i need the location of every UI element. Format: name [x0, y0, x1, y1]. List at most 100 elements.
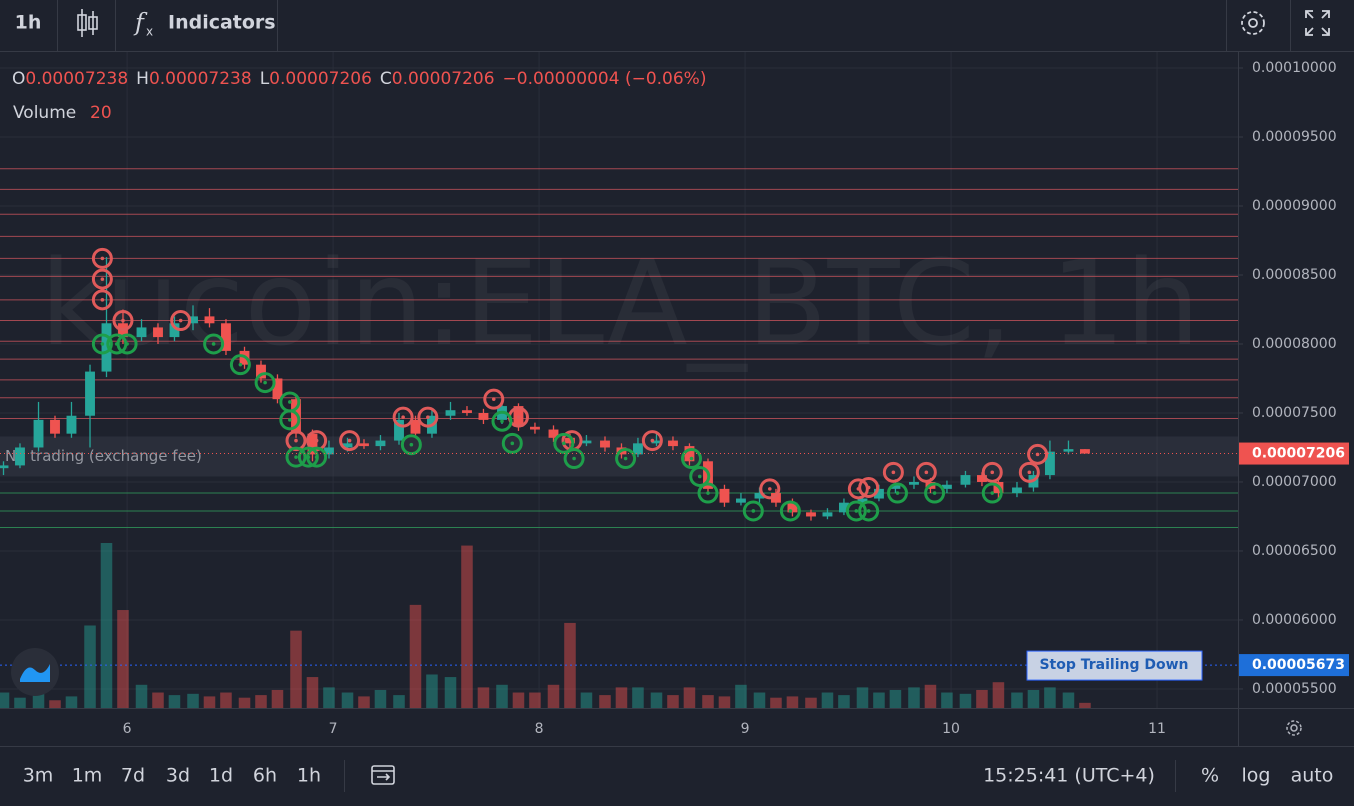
clock: 15:25:41 (UTC+4): [983, 765, 1155, 787]
volume-bar: [203, 696, 216, 708]
volume-bar: [547, 684, 560, 708]
candle-body: [66, 415, 77, 434]
volume-bar: [187, 693, 199, 708]
range-button[interactable]: 1m: [72, 765, 103, 787]
interval-button[interactable]: 1h: [15, 12, 42, 34]
signal-dot: [650, 438, 655, 443]
volume-bar: [117, 610, 129, 708]
percent-toggle[interactable]: %: [1201, 765, 1219, 787]
candle-body: [651, 440, 662, 444]
range-button[interactable]: 7d: [121, 765, 145, 787]
volume-bar: [873, 692, 885, 708]
signal-ring: [689, 465, 711, 487]
indicators-icon-x: x: [146, 25, 153, 39]
signal-dot: [697, 474, 702, 479]
volume-bar: [941, 692, 953, 708]
candle-body: [1063, 449, 1074, 452]
fullscreen-button[interactable]: [1305, 10, 1330, 36]
volume-bar: [461, 545, 473, 708]
candle-body: [941, 484, 952, 489]
signal-dot: [263, 380, 267, 385]
volume-bar: [0, 692, 10, 708]
y-tick-label: 0.00007000: [1252, 474, 1337, 490]
signal-dot: [866, 509, 871, 513]
auto-toggle[interactable]: auto: [1291, 765, 1334, 787]
date-range-button[interactable]: [371, 765, 395, 785]
signal-ring: [858, 476, 880, 498]
last-price-label: 0.00007206: [1252, 446, 1345, 462]
candle-body: [359, 443, 369, 447]
signal-dot: [767, 487, 772, 491]
signal-dot: [990, 470, 995, 475]
volume-bar: [65, 696, 78, 708]
watermark: kucoin:ELA_BTC, 1h: [40, 234, 1200, 372]
axis-settings[interactable]: [1286, 720, 1302, 736]
signal-dot: [401, 415, 405, 419]
signal-dot: [347, 438, 352, 443]
volume-bar: [426, 674, 438, 708]
signal-ring: [615, 448, 637, 470]
y-tick-label: 0.00008000: [1252, 336, 1337, 352]
candle-body: [1012, 487, 1022, 494]
signal-dot: [314, 438, 319, 443]
signal-ring: [254, 372, 276, 394]
volume-bar: [632, 687, 644, 708]
settings-button[interactable]: [1241, 11, 1265, 35]
signal-ring: [91, 247, 113, 269]
x-tick-label: 9: [741, 721, 750, 737]
candle-body: [822, 512, 833, 517]
signal-dot: [854, 509, 859, 513]
range-button[interactable]: 1h: [297, 765, 321, 787]
signal-ring: [1018, 461, 1040, 483]
signal-ring: [112, 310, 134, 332]
candle-body: [256, 364, 266, 379]
signal-ring: [170, 310, 192, 332]
signal-ring: [417, 406, 439, 428]
range-button[interactable]: 1d: [209, 765, 233, 787]
x-tick-label: 6: [123, 721, 132, 737]
signal-dot: [751, 509, 756, 513]
candle-body: [684, 446, 695, 462]
signal-dot: [288, 418, 292, 422]
y-tick-label: 0.00005500: [1252, 681, 1337, 697]
volume-bar: [255, 695, 267, 708]
signal-ring: [924, 482, 946, 504]
volume-bar: [667, 695, 679, 708]
candle-body: [291, 399, 301, 434]
candle-body: [1044, 451, 1055, 476]
signal-dot: [100, 298, 105, 302]
signal-dot: [100, 342, 105, 346]
candle-body: [581, 440, 592, 444]
log-toggle[interactable]: log: [1242, 765, 1271, 787]
logo[interactable]: [11, 648, 59, 696]
volume-bar: [1027, 689, 1040, 708]
candle-body: [600, 440, 610, 448]
volume-bar: [580, 692, 593, 708]
signal-ring: [697, 482, 719, 504]
range-button[interactable]: 3m: [23, 765, 54, 787]
volume-bar: [770, 697, 782, 708]
signal-ring: [491, 410, 513, 432]
candle-body: [977, 475, 987, 482]
volume-bar: [1062, 692, 1075, 708]
signal-dot: [426, 415, 430, 419]
signal-dot: [288, 400, 292, 404]
candle-body: [188, 316, 198, 324]
signal-ring: [981, 482, 1003, 504]
volume-bar: [271, 689, 284, 708]
chart-type-button[interactable]: [77, 9, 98, 37]
candle-body: [1080, 449, 1090, 454]
signal-dot: [689, 456, 694, 461]
range-button[interactable]: 6h: [253, 765, 277, 787]
zone-label: No trading (exchange fee): [5, 447, 202, 465]
range-button[interactable]: 3d: [166, 765, 190, 787]
signal-ring: [759, 478, 781, 500]
indicators-button[interactable]: Indicators: [168, 12, 276, 34]
stop-price-label: 0.00005673: [1252, 657, 1345, 673]
candle-body: [33, 419, 44, 448]
volume-bar: [374, 689, 387, 708]
volume-bar: [1011, 692, 1023, 708]
volume-bar: [786, 696, 799, 708]
volume-bar: [838, 695, 850, 708]
signal-ring: [845, 500, 867, 522]
